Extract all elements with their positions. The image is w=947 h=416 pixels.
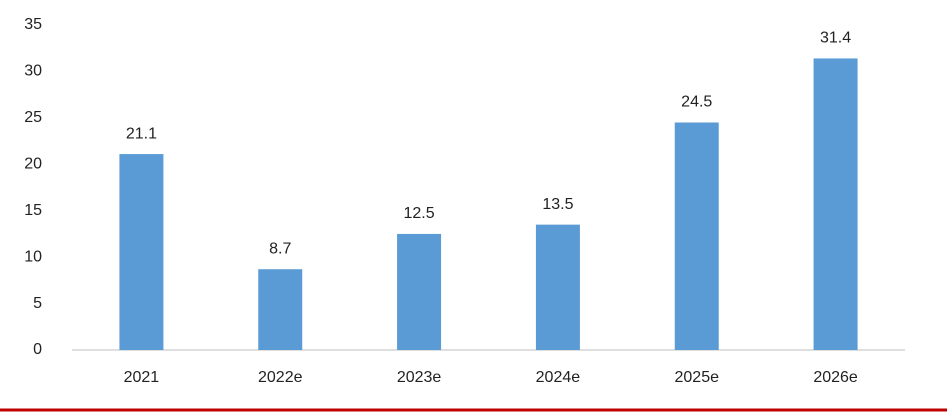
bar (119, 154, 164, 350)
bar (813, 58, 858, 351)
bar (674, 122, 719, 350)
x-tick-label: 2025e (675, 369, 720, 386)
data-label: 21.1 (126, 125, 157, 142)
y-tick-label: 15 (24, 202, 42, 219)
x-tick-label: 2023e (397, 369, 442, 386)
y-tick-label: 30 (24, 63, 42, 80)
bar (535, 224, 580, 350)
x-tick-label: 2024e (536, 369, 581, 386)
y-tick-label: 25 (24, 109, 42, 126)
y-tick-label: 5 (33, 295, 42, 312)
data-label: 12.5 (404, 205, 435, 222)
data-label: 13.5 (542, 196, 573, 213)
y-tick-label: 0 (33, 341, 42, 358)
data-label: 24.5 (681, 94, 712, 111)
bar (258, 269, 303, 350)
y-tick-label: 20 (24, 156, 42, 173)
data-label: 31.4 (820, 30, 851, 47)
x-tick-label: 2021 (124, 369, 160, 386)
bar (397, 233, 442, 350)
y-tick-label: 35 (24, 16, 42, 33)
data-label: 8.7 (269, 240, 291, 257)
x-tick-label: 2022e (258, 369, 303, 386)
x-tick-label: 2026e (813, 369, 858, 386)
y-tick-label: 10 (24, 248, 42, 265)
